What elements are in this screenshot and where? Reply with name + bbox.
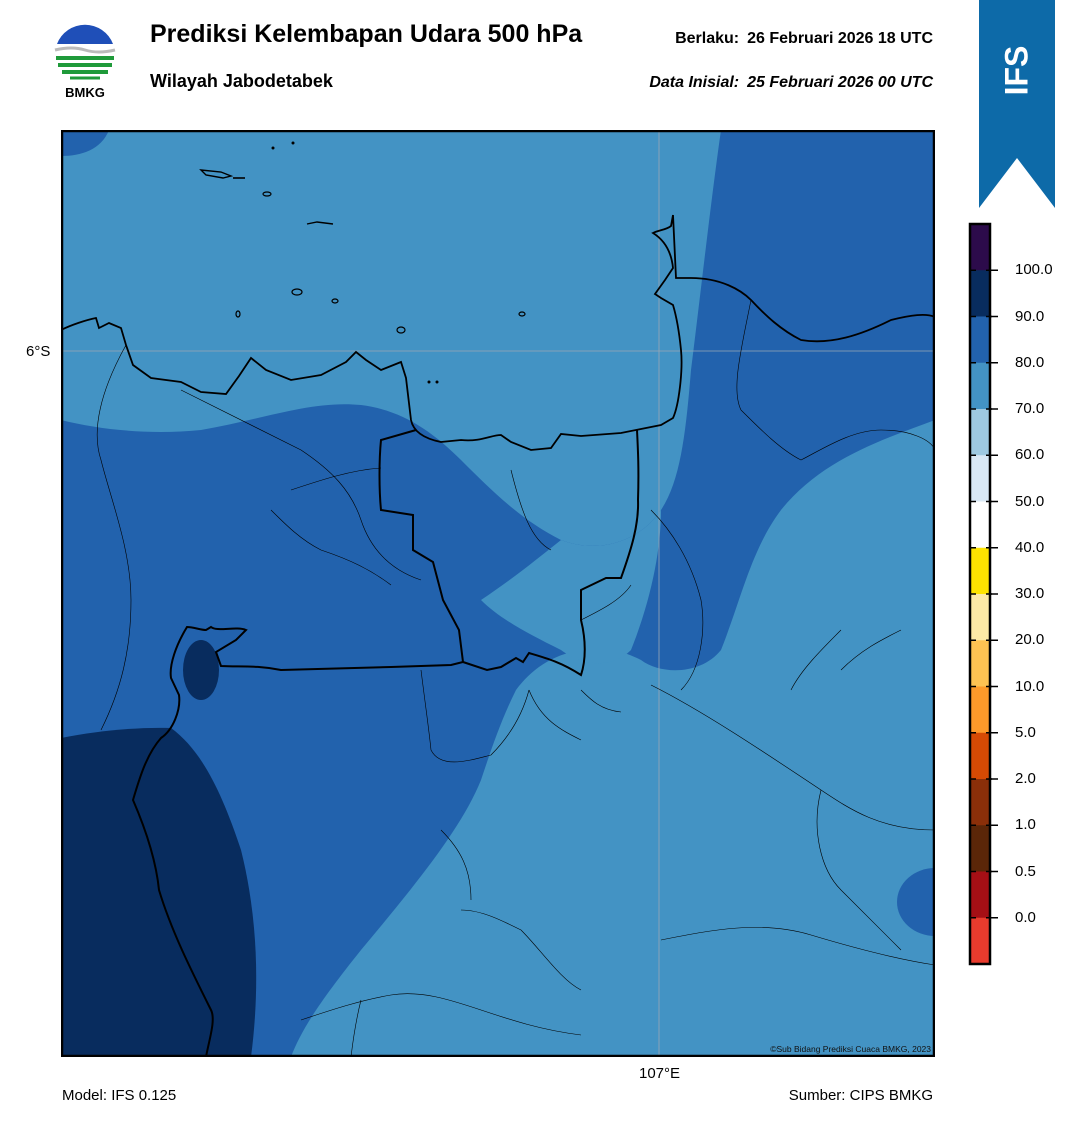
page-title: Prediksi Kelembapan Udara 500 hPa bbox=[150, 20, 583, 48]
source-info: Sumber: CIPS BMKG bbox=[788, 1087, 933, 1104]
colorbar-ticks bbox=[970, 269, 998, 919]
colorbar-swatch bbox=[970, 640, 990, 687]
island bbox=[262, 191, 272, 197]
colorbar-tick-label: 0.0 bbox=[1015, 908, 1036, 926]
colorbar-swatch bbox=[970, 779, 990, 826]
model-info: Model: IFS 0.125 bbox=[62, 1087, 177, 1104]
colorbar-tick-label: 1.0 bbox=[1015, 816, 1036, 834]
province-boundary bbox=[462, 429, 640, 677]
valid-time-label: Berlaku: bbox=[675, 30, 740, 47]
bmkg-logo-icon bbox=[52, 20, 118, 102]
colorbar-swatch bbox=[970, 686, 990, 734]
colorbar-tick-label: 80.0 bbox=[1015, 353, 1045, 371]
coastline bbox=[61, 214, 935, 451]
colorbar-swatch bbox=[970, 501, 990, 549]
island bbox=[271, 146, 275, 150]
island bbox=[518, 311, 526, 317]
colorbar-swatch bbox=[970, 316, 990, 364]
ribbon-text: IFS bbox=[998, 45, 1035, 95]
island bbox=[199, 169, 234, 179]
colorbar-tick-label: 90.0 bbox=[1015, 307, 1045, 325]
page-subtitle: Wilayah Jabodetabek bbox=[150, 71, 333, 91]
colorbar-tick-label: 10.0 bbox=[1015, 677, 1045, 695]
ifs-ribbon bbox=[979, 0, 1055, 208]
band-80-90-corner bbox=[61, 130, 109, 156]
colorbar-swatch bbox=[970, 547, 990, 595]
init-time: Data Inisial: 25 Februari 2026 00 UTC bbox=[649, 74, 933, 92]
longitude-label: 107°E bbox=[639, 1065, 681, 1082]
colorbar-tick-label: 30.0 bbox=[1015, 585, 1045, 602]
colorbar-swatch bbox=[970, 594, 990, 641]
colorbar-tick-label: 40.0 bbox=[1015, 538, 1045, 556]
humidity-map bbox=[61, 130, 935, 1057]
colorbar-swatch bbox=[970, 871, 990, 919]
colorbar-swatches bbox=[970, 224, 990, 965]
band-70-80-pocket bbox=[481, 510, 661, 664]
latitude-label: 6°S bbox=[26, 343, 51, 360]
colorbar-tick-label: 0.5 bbox=[1015, 862, 1036, 880]
colorbar-swatch bbox=[970, 732, 990, 780]
copyright-text: ©Sub Bidang Prediksi Cuaca BMKG, 2023 bbox=[770, 1044, 931, 1054]
colorbar-swatch bbox=[970, 917, 990, 965]
colorbar-tick-label: 50.0 bbox=[1015, 492, 1045, 510]
ribbon-label: IFS bbox=[979, 0, 1055, 140]
init-time-value: 25 Februari 2026 00 UTC bbox=[747, 74, 933, 91]
colorbar-swatch bbox=[970, 224, 990, 271]
district-boundaries bbox=[96, 299, 935, 1057]
colorbar-tick-label: 100.0 bbox=[1015, 261, 1053, 279]
colorbar-tick-label: 5.0 bbox=[1015, 723, 1036, 741]
logo-text: BMKG bbox=[65, 85, 105, 100]
valid-time-value: 26 Februari 2026 18 UTC bbox=[747, 30, 933, 47]
colorbar-swatch bbox=[970, 362, 990, 410]
colorbar-swatch bbox=[970, 270, 990, 317]
island bbox=[396, 326, 406, 334]
map-frame bbox=[61, 130, 935, 1057]
island bbox=[331, 298, 339, 304]
band-80-90-se bbox=[897, 868, 935, 936]
island bbox=[235, 310, 241, 318]
colorbar-tick-label: 60.0 bbox=[1015, 446, 1045, 464]
colorbar-tick-label: 70.0 bbox=[1015, 400, 1045, 417]
province-boundary bbox=[131, 429, 465, 1057]
island bbox=[291, 288, 303, 296]
valid-time: Berlaku: 26 Februari 2026 18 UTC bbox=[675, 30, 933, 48]
island bbox=[291, 141, 295, 145]
colorbar bbox=[968, 222, 998, 966]
colorbar-tick-label: 20.0 bbox=[1015, 631, 1045, 649]
island bbox=[306, 221, 334, 225]
island bbox=[427, 380, 431, 384]
init-time-label: Data Inisial: bbox=[649, 74, 740, 91]
band-90-100-sw bbox=[61, 727, 257, 1057]
colorbar-tick-label: 2.0 bbox=[1015, 770, 1036, 787]
island bbox=[435, 380, 439, 384]
colorbar-swatch bbox=[970, 455, 990, 502]
colorbar-swatch bbox=[970, 409, 990, 456]
band-90-100-blob bbox=[183, 640, 219, 700]
colorbar-swatch bbox=[970, 825, 990, 872]
